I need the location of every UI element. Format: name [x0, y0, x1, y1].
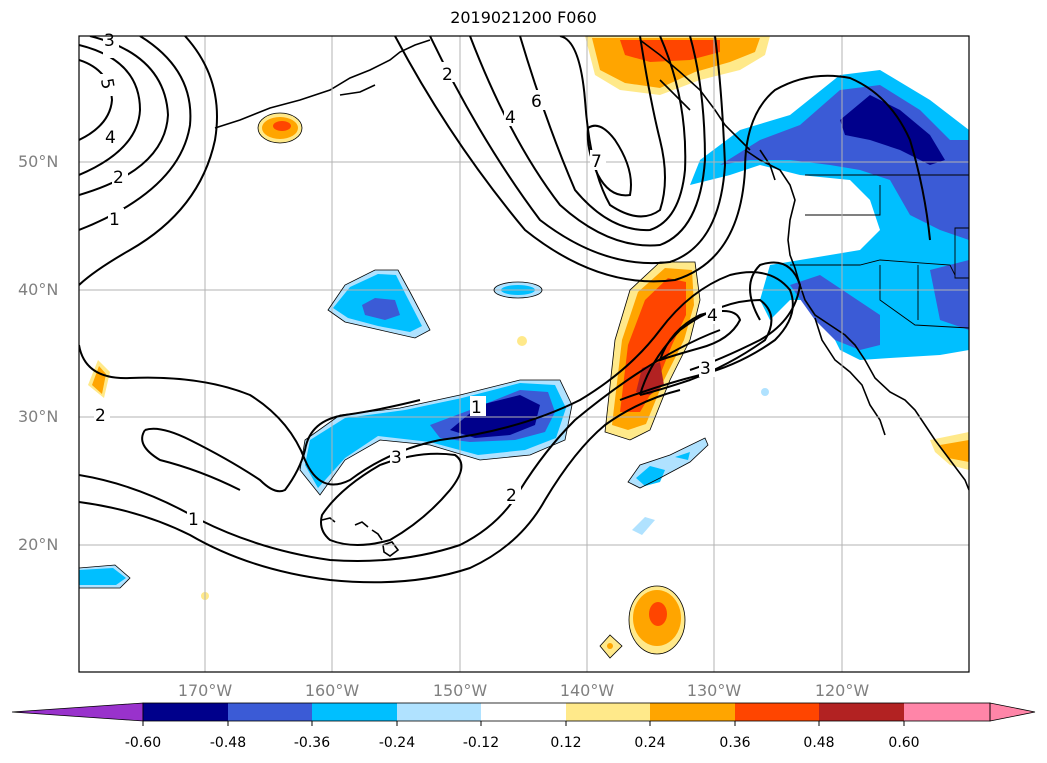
colorbar-over-arrow	[989, 702, 1036, 722]
colorbar-swatch	[312, 703, 397, 721]
colorbar-swatch	[566, 703, 650, 721]
colorbar-tick-label: 0.24	[634, 735, 666, 751]
fill-outlines	[79, 112, 709, 659]
colorbar-swatch	[143, 703, 228, 721]
colorbar-tick-label: 0.60	[888, 735, 920, 751]
borders	[790, 174, 969, 329]
contour-label: 2	[442, 65, 453, 85]
contour-label: 1	[188, 510, 199, 530]
lon-label: 150°W	[432, 681, 488, 700]
colorbar-swatch	[481, 703, 566, 721]
colorbar-swatch	[228, 703, 312, 721]
lat-label: 40°N	[18, 280, 59, 299]
lat-label: 20°N	[18, 535, 59, 554]
contour-label: 6	[531, 92, 542, 112]
graticule	[79, 36, 969, 672]
contour-label: 7	[591, 152, 602, 172]
contour-label: 3	[104, 31, 115, 51]
plot-frame	[78, 35, 970, 673]
lat-label: 50°N	[18, 152, 59, 171]
map-title: 2019021200 F060	[450, 8, 597, 27]
colorbar-swatch	[819, 703, 904, 721]
filled-anomalies	[79, 36, 969, 658]
contour-label: 2	[506, 486, 517, 506]
colorbar-tick-label: -0.48	[209, 735, 247, 751]
colorbar-tick-label: 0.48	[803, 735, 835, 751]
colorbar-tick-label: 0.36	[719, 735, 751, 751]
lon-label: 130°W	[686, 681, 742, 700]
colorbar-swatch	[650, 703, 735, 721]
contour-label: 5	[96, 77, 118, 91]
contour-label: 3	[391, 448, 402, 468]
colorbar	[11, 702, 1036, 726]
colorbar-tick-label: -0.24	[378, 735, 416, 751]
colorbar-tick-label: -0.36	[293, 735, 331, 751]
lon-label: 140°W	[559, 681, 615, 700]
colorbar-tick-label: -0.12	[462, 735, 500, 751]
contour-label: 4	[707, 306, 718, 326]
colorbar-tick-label: -0.60	[124, 735, 162, 751]
colorbar-tick-label: 0.12	[550, 735, 582, 751]
lat-label: 30°N	[18, 407, 59, 426]
contour-label: 2	[113, 168, 124, 188]
contour-label: 1	[471, 398, 482, 418]
colorbar-under-arrow	[11, 702, 144, 722]
colorbar-swatch	[904, 703, 990, 721]
contour-label-group: 5 4 2 1 3 2 4 6 7 4 3 1 3 2 1 2	[94, 31, 722, 530]
contour-label: 3	[700, 359, 711, 379]
colorbar-swatch	[735, 703, 819, 721]
colorbar-swatch	[397, 703, 481, 721]
contour-label: 1	[109, 210, 120, 230]
lon-label: 120°W	[814, 681, 870, 700]
contour-label: 4	[105, 128, 116, 148]
contour-label: 2	[95, 406, 106, 426]
contour-label: 4	[505, 108, 516, 128]
lon-label: 170°W	[177, 681, 233, 700]
lon-label: 160°W	[304, 681, 360, 700]
